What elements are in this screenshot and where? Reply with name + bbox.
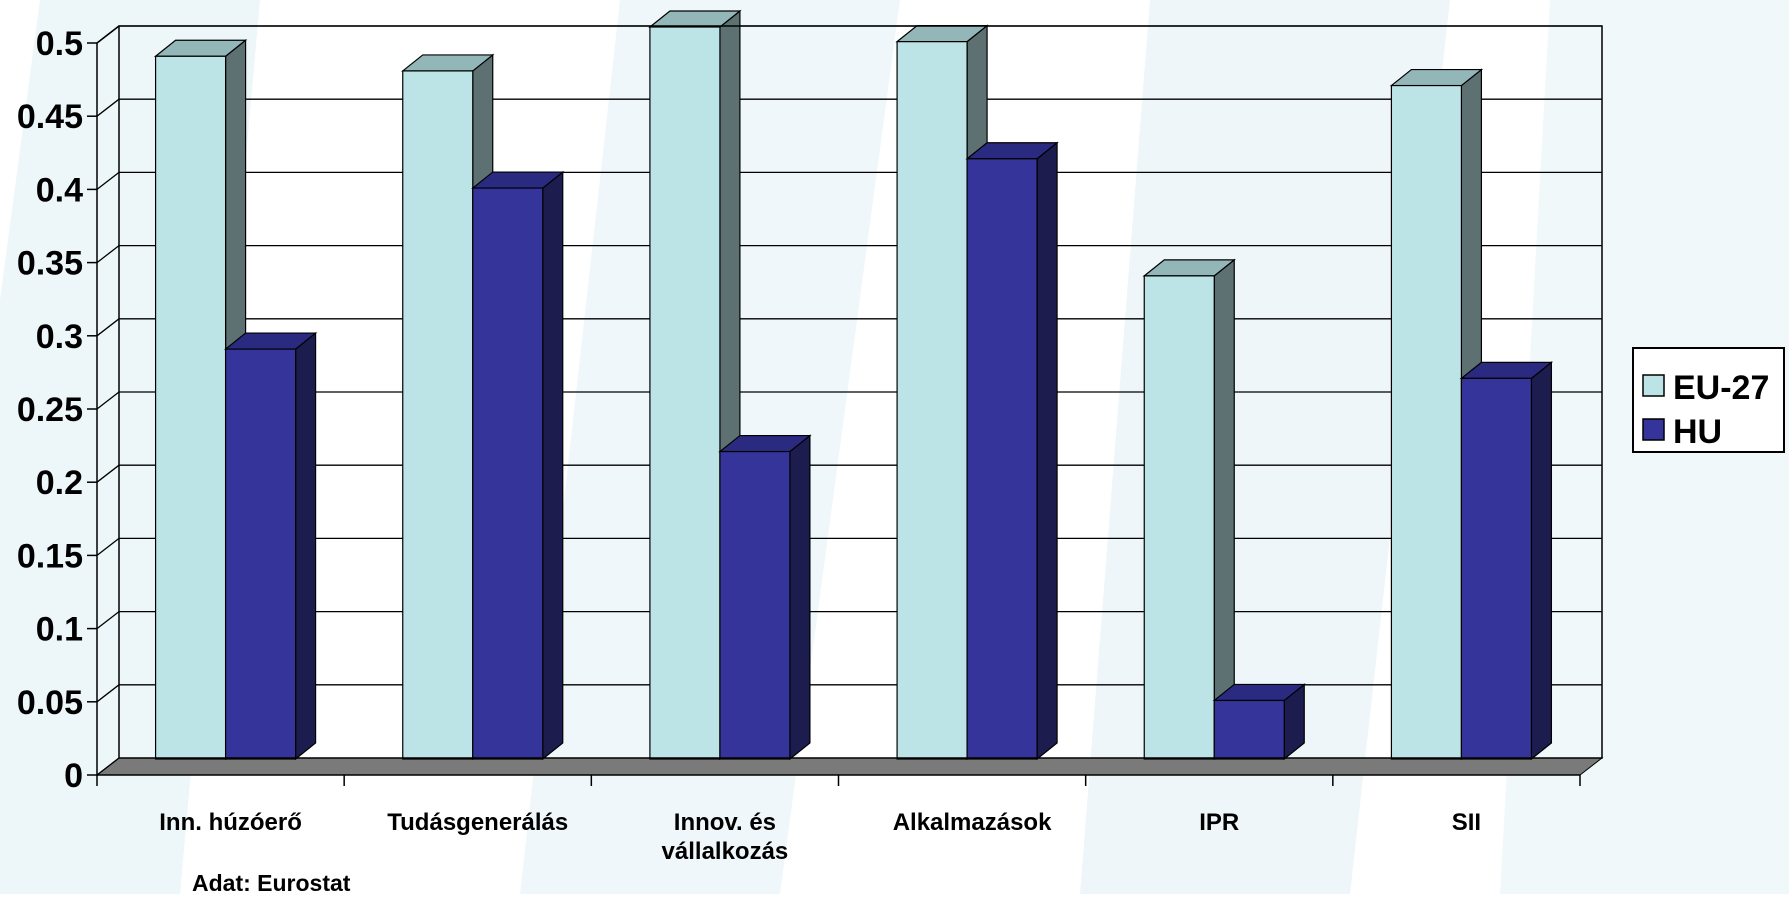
side-wall-top	[96, 25, 120, 44]
side-gridline	[96, 98, 120, 117]
legend-swatch-hu	[1642, 418, 1665, 441]
side-gridline	[96, 537, 120, 556]
y-tick-label: 0.3	[36, 318, 83, 356]
y-tick-label: 0.2	[36, 464, 83, 502]
x-tick-label: Inn. húzóerő	[159, 809, 302, 836]
bar-side	[1036, 141, 1058, 761]
axis-layer	[96, 25, 1603, 776]
bar-front	[154, 55, 227, 760]
bar-front	[1460, 377, 1533, 760]
bar-hu-1	[471, 170, 565, 761]
bar-hu-5	[1459, 361, 1554, 761]
x-tick-label: Innov. és vállalkozás	[662, 809, 789, 865]
chart-floor	[95, 757, 1604, 776]
bar-hu-2	[718, 434, 812, 761]
bar-front	[966, 158, 1038, 760]
back-wall-frame	[118, 25, 1603, 759]
bar-hu-0	[223, 331, 318, 761]
side-gridline	[96, 245, 120, 264]
legend-swatch-eu27	[1642, 374, 1665, 397]
x-tick-label: Alkalmazások	[893, 809, 1052, 836]
legend-label-hu: HU	[1673, 413, 1722, 451]
side-gridline	[96, 318, 120, 337]
grid-layer	[95, 25, 1604, 776]
bar-side	[1213, 258, 1235, 761]
bar-layer	[153, 9, 1554, 761]
x-tick-label: Tudásgenerálás	[387, 809, 568, 836]
x-tick-label: IPR	[1199, 809, 1239, 836]
bar-hu-4	[1212, 683, 1306, 761]
y-tick-label: 0.25	[17, 391, 83, 429]
bar-front	[1390, 84, 1463, 760]
bar-front	[896, 41, 968, 760]
bar-front	[649, 26, 721, 760]
y-tick-label: 0.05	[17, 684, 83, 722]
y-tick-label: 0	[64, 757, 83, 795]
side-gridline	[96, 171, 120, 190]
legend: EU-27 HU	[1632, 347, 1785, 453]
bar-eu27-4	[1142, 258, 1236, 761]
side-gridline	[96, 684, 120, 703]
y-tick-label: 0.5	[36, 25, 83, 63]
y-tick-label: 0.1	[36, 611, 83, 649]
side-gridline	[96, 464, 120, 483]
y-tick-label: 0.35	[17, 245, 83, 283]
bar-side	[789, 434, 811, 761]
tick-labels: 0 0.05 0.1 0.15 0.2 0.25 0.3 0.35 0.4 0.45 0.5 Inn.…	[17, 25, 1581, 865]
bar-side	[542, 170, 564, 761]
bar-front	[719, 450, 791, 760]
bar-front	[224, 348, 297, 760]
legend-label-eu27: EU-27	[1673, 369, 1769, 407]
bar-hu-3	[965, 141, 1059, 761]
side-gridline	[96, 611, 120, 630]
bar-front	[1143, 275, 1215, 760]
bar-front	[1213, 699, 1285, 760]
side-gridline	[96, 757, 120, 776]
y-tick-label: 0.45	[17, 98, 83, 136]
y-tick-label: 0.4	[36, 171, 83, 209]
x-tick-label: SII	[1452, 809, 1481, 836]
bar-front	[472, 187, 544, 760]
bar-front	[402, 70, 474, 760]
source-note: Adat: Eurostat	[192, 870, 351, 896]
bar-side	[294, 331, 317, 761]
bar-side	[1530, 361, 1553, 761]
y-tick-label: 0.15	[17, 537, 83, 575]
side-gridline	[96, 391, 120, 410]
